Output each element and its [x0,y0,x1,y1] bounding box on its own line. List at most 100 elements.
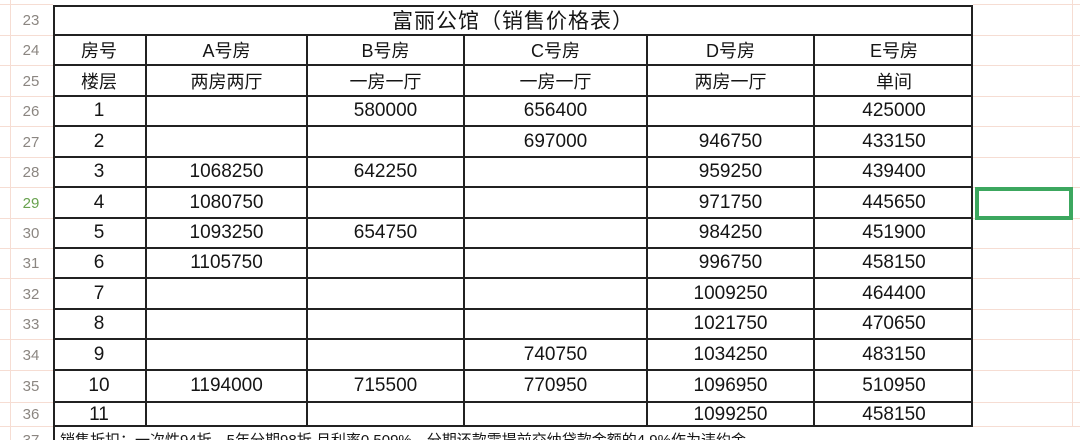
price-cell[interactable] [147,279,308,308]
price-cell[interactable]: 510950 [862,375,926,396]
row-number[interactable]: 27 [0,127,53,158]
price-cell[interactable]: 770950 [465,371,648,401]
price-cell[interactable] [147,310,308,338]
empty-cell[interactable] [973,340,1080,371]
price-cell[interactable] [308,279,465,308]
price-cell[interactable] [308,403,465,427]
price-cell[interactable]: 984250 [648,219,815,247]
floor-cell[interactable]: 9 [53,340,147,369]
row-number[interactable]: 31 [0,249,53,279]
empty-cell[interactable] [973,249,1080,279]
header-room-b[interactable]: B号房 [308,36,465,64]
table-title-cell[interactable]: 富丽公馆（销售价格表） [392,9,634,33]
price-cell[interactable]: 1099250 [648,403,815,427]
floor-cell[interactable]: 2 [53,127,147,156]
unit-type-cell[interactable]: 楼层 [53,66,147,95]
price-cell[interactable]: 654750 [308,219,465,247]
empty-cell[interactable] [973,0,1080,5]
row-number[interactable]: 32 [0,279,53,310]
empty-cell[interactable] [973,279,1080,310]
price-cell[interactable]: 946750 [648,127,815,156]
price-cell[interactable] [465,403,648,427]
empty-cell[interactable] [973,403,1080,427]
price-cell[interactable] [147,403,308,427]
price-cell[interactable] [465,158,648,186]
price-cell[interactable]: 959250 [648,158,815,186]
price-cell[interactable] [147,97,308,125]
price-cell[interactable]: 971750 [648,188,815,217]
price-cell[interactable]: 656400 [465,97,648,125]
price-cell[interactable]: 697000 [465,127,648,156]
price-cell[interactable] [465,219,648,247]
active-cell-selection[interactable] [975,187,1073,220]
floor-cell[interactable]: 6 [53,249,147,277]
price-cell[interactable]: 439400 [862,161,926,182]
price-cell[interactable] [308,249,465,277]
price-cell[interactable] [465,279,648,308]
price-cell[interactable] [308,127,465,156]
price-cell[interactable] [308,340,465,369]
empty-cell[interactable] [973,5,1080,36]
row-number[interactable]: 24 [0,36,53,66]
empty-cell[interactable] [973,127,1080,158]
price-cell[interactable]: 1096950 [648,371,815,401]
price-cell[interactable] [147,340,308,369]
floor-cell[interactable]: 10 [53,371,147,401]
price-cell[interactable] [648,97,815,125]
row-number[interactable]: 36 [0,403,53,427]
price-cell[interactable]: 1021750 [648,310,815,338]
row-number[interactable]: 34 [0,340,53,371]
price-cell[interactable]: 458150 [862,404,926,425]
price-cell[interactable]: 1068250 [147,158,308,186]
header-room-c[interactable]: C号房 [465,36,648,64]
price-cell[interactable]: 470650 [862,313,926,334]
header-room-a[interactable]: A号房 [147,36,308,64]
unit-type-cell[interactable]: 一房一厅 [465,66,648,95]
row-number-selected[interactable]: 29 [0,188,53,219]
price-cell[interactable]: 642250 [308,158,465,186]
header-room-e[interactable]: E号房 [869,41,918,61]
empty-cell[interactable] [973,36,1080,66]
empty-cell[interactable] [973,97,1080,127]
price-cell[interactable]: 1105750 [147,249,308,277]
price-cell[interactable]: 1080750 [147,188,308,217]
floor-cell[interactable]: 3 [53,158,147,186]
unit-type-cell[interactable]: 两房两厅 [147,66,308,95]
row-number[interactable]: 35 [0,371,53,403]
unit-type-cell[interactable]: 单间 [876,71,912,92]
price-cell[interactable]: 433150 [862,130,926,152]
price-cell[interactable] [308,188,465,217]
price-cell[interactable]: 996750 [648,249,815,277]
row-number[interactable]: 23 [0,5,53,36]
floor-cell[interactable]: 7 [53,279,147,308]
header-room-d[interactable]: D号房 [648,36,815,64]
price-cell[interactable]: 464400 [862,282,926,304]
unit-type-cell[interactable]: 一房一厅 [308,66,465,95]
price-cell[interactable]: 740750 [465,340,648,369]
empty-cell[interactable] [973,66,1080,97]
price-cell[interactable]: 483150 [862,343,926,365]
price-cell[interactable]: 1093250 [147,219,308,247]
price-cell[interactable]: 425000 [862,100,926,121]
row-number[interactable]: 25 [0,66,53,97]
price-cell[interactable]: 451900 [862,222,926,243]
empty-cell[interactable] [973,310,1080,340]
price-cell[interactable] [308,310,465,338]
empty-cell[interactable] [973,158,1080,188]
floor-cell[interactable]: 11 [53,403,147,427]
empty-cell[interactable] [973,427,1080,440]
floor-cell[interactable]: 5 [53,219,147,247]
row-number[interactable]: 30 [0,219,53,249]
header-room-no[interactable]: 房号 [53,36,147,64]
price-cell[interactable] [465,310,648,338]
unit-type-cell[interactable]: 两房一厅 [648,66,815,95]
price-cell[interactable]: 1009250 [648,279,815,308]
floor-cell[interactable]: 1 [53,97,147,125]
row-number[interactable]: 33 [0,310,53,340]
row-number[interactable]: 28 [0,158,53,188]
price-cell[interactable]: 1034250 [648,340,815,369]
row-number[interactable]: 37 [0,427,53,440]
floor-cell[interactable]: 8 [53,310,147,338]
price-cell[interactable]: 580000 [308,97,465,125]
price-cell[interactable]: 445650 [862,191,926,213]
